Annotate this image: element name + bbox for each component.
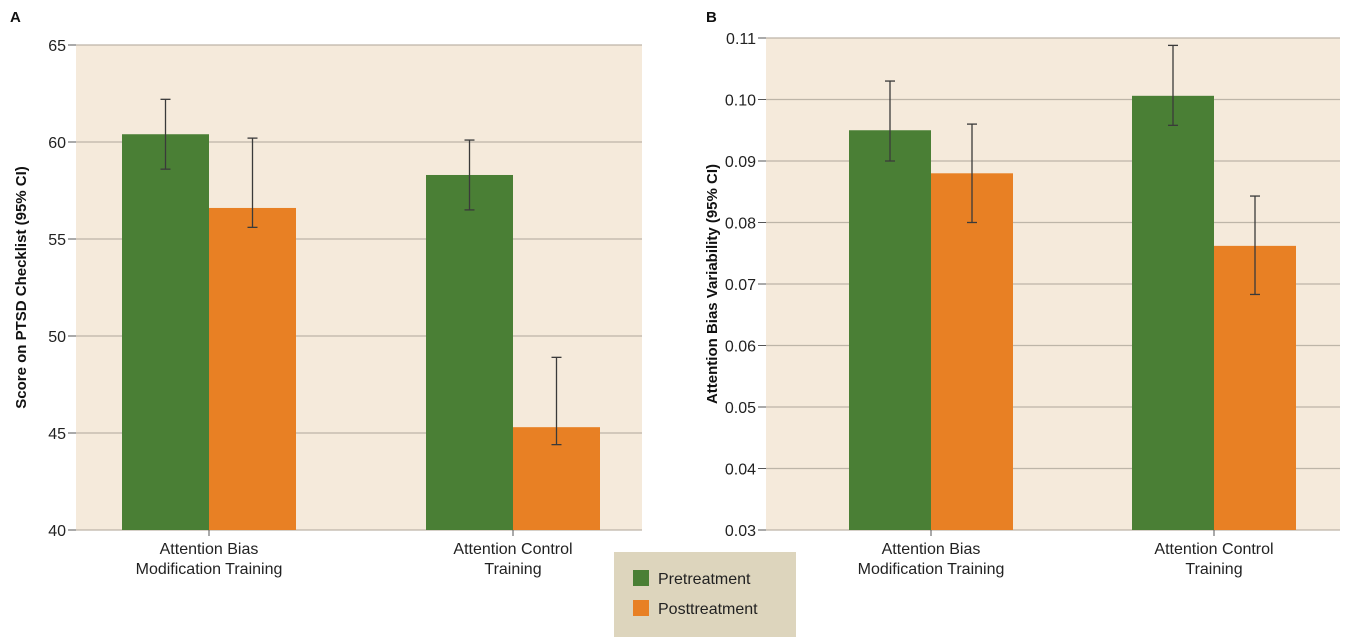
legend-box <box>614 552 796 637</box>
y-tick-label: 0.03 <box>725 523 756 540</box>
x-tick-label: Attention Control <box>453 541 572 558</box>
x-tick-label: Modification Training <box>858 561 1005 578</box>
legend-label: Posttreatment <box>658 601 758 618</box>
y-axis-title: Attention Bias Variability (95% CI) <box>704 164 721 404</box>
bar-pretreatment <box>122 134 209 531</box>
y-tick-label: 0.09 <box>725 154 756 171</box>
legend-swatch-posttreatment <box>633 600 649 616</box>
x-tick-label: Attention Control <box>1154 541 1273 558</box>
panel-b: B 0.03 0.04 0.05 0.06 0.07 0.08 0.09 0.10 0.11 Att… <box>704 9 1340 578</box>
y-tick-label: 0.08 <box>725 216 756 233</box>
y-tick-label: 0.10 <box>725 93 756 110</box>
x-tick-label: Attention Bias <box>882 541 981 558</box>
y-tick-label: 0.07 <box>725 277 756 294</box>
y-tick-label: 65 <box>48 38 66 55</box>
y-tick-label: 60 <box>48 135 66 152</box>
y-tick-label: 0.11 <box>726 31 756 48</box>
x-tick-label: Modification Training <box>136 561 283 578</box>
y-tick-label: 50 <box>48 329 66 346</box>
y-tick-label: 40 <box>48 523 66 540</box>
legend: Pretreatment Posttreatment <box>614 552 796 637</box>
x-tick-label: Training <box>484 561 541 578</box>
bar-posttreatment <box>209 207 296 530</box>
bar-pretreatment <box>426 174 513 531</box>
panel-letter: A <box>10 9 21 26</box>
panel-a: A 40 45 50 55 60 65 Score on PTSD Checklist (95… <box>10 9 642 578</box>
y-axis-title: Score on PTSD Checklist (95% CI) <box>13 166 30 409</box>
y-tick-label: 55 <box>48 232 66 249</box>
y-tick-label: 0.04 <box>725 462 756 479</box>
x-tick-label: Training <box>1185 561 1242 578</box>
bar-pretreatment <box>849 130 931 530</box>
legend-label: Pretreatment <box>658 571 751 588</box>
bar-posttreatment <box>931 173 1013 531</box>
y-tick-label: 0.05 <box>725 400 756 417</box>
y-tick-label: 45 <box>48 426 66 443</box>
x-tick-label: Attention Bias <box>160 541 259 558</box>
panel-letter: B <box>706 9 717 26</box>
bar-pretreatment <box>1132 95 1214 530</box>
y-tick-label: 0.06 <box>725 339 756 356</box>
legend-swatch-pretreatment <box>633 570 649 586</box>
